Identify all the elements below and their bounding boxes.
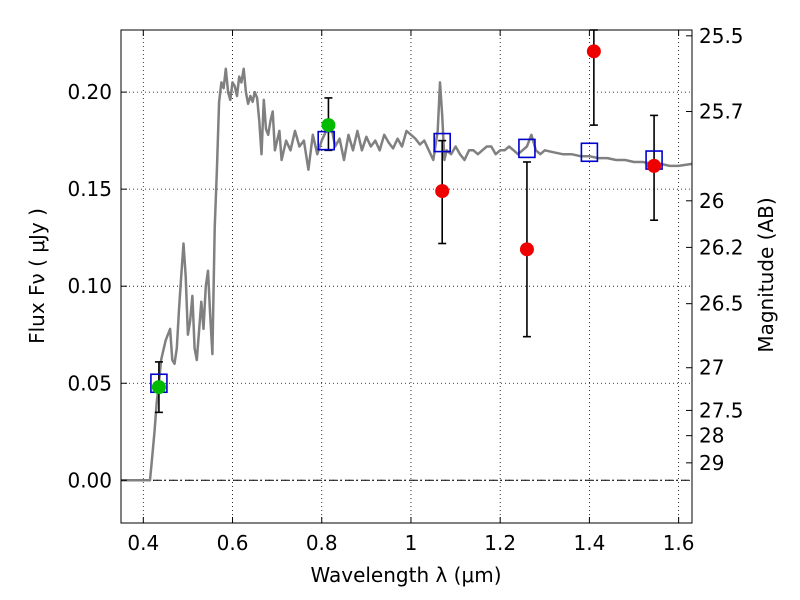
upper-limit-point <box>586 44 601 59</box>
detection-point <box>151 380 166 395</box>
x-tick-label: 0.8 <box>306 531 338 555</box>
x-tick-label: 0.4 <box>127 531 159 555</box>
y-tick-label: 0.00 <box>67 468 112 492</box>
markers <box>150 44 663 395</box>
right-axis-title: Magnitude (AB) <box>754 197 778 352</box>
detection-point <box>321 118 336 133</box>
right-tick-label: 28 <box>699 424 724 448</box>
x-tick-label: 1.4 <box>573 531 605 555</box>
model-photometry-square <box>433 132 451 153</box>
axis-ticks: 0.4 0.6 0.8 1 1.2 1.4 1.6 0.00 0.05 0.10 0.15 0.20 2… <box>67 24 743 555</box>
y-tick-label: 0.15 <box>67 177 112 201</box>
spectrum-series <box>121 67 693 482</box>
right-tick-label: 27 <box>699 356 724 380</box>
spectrum-line <box>121 67 693 482</box>
y-axis-title: Flux Fν ( μJy ) <box>25 208 49 344</box>
x-tick-label: 1.6 <box>663 531 695 555</box>
upper-limit-point <box>647 158 662 173</box>
right-tick-label: 26.5 <box>699 292 744 316</box>
right-tick-label: 27.5 <box>699 398 744 422</box>
upper-limit-point <box>519 242 534 257</box>
model-photometry-square <box>580 142 599 163</box>
plot-frame <box>120 29 693 524</box>
right-tick-label: 26 <box>699 189 724 213</box>
x-tick-label: 1 <box>405 531 418 555</box>
right-tick-label: 29 <box>699 451 724 475</box>
right-tick-label: 26.2 <box>699 235 744 259</box>
x-axis-title: Wavelength λ (μm) <box>310 563 501 587</box>
x-tick-label: 1.2 <box>484 531 516 555</box>
y-tick-label: 0.10 <box>67 274 112 298</box>
y-tick-label: 0.05 <box>67 371 112 395</box>
x-tick-label: 0.6 <box>217 531 249 555</box>
y-tick-label: 0.20 <box>67 80 112 104</box>
right-tick-label: 25.5 <box>699 24 744 48</box>
model-photometry-square <box>518 138 536 159</box>
upper-limit-point <box>435 184 450 199</box>
right-tick-label: 25.7 <box>699 100 744 124</box>
